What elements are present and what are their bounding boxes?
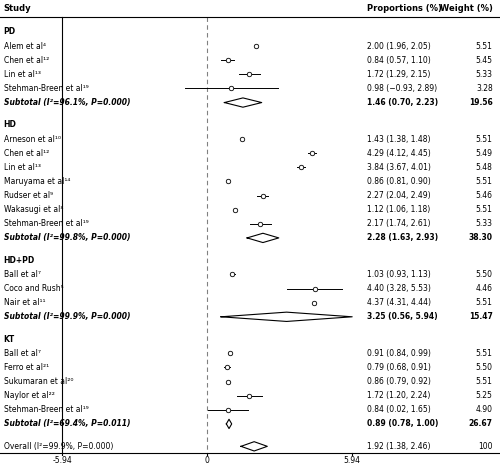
Text: 5.51: 5.51 (476, 177, 492, 186)
Text: 5.51: 5.51 (476, 205, 492, 214)
Text: 0.86 (0.79, 0.92): 0.86 (0.79, 0.92) (367, 377, 431, 386)
Text: 4.90: 4.90 (476, 405, 492, 414)
Text: PD: PD (4, 27, 16, 37)
Text: Rudser et al⁹: Rudser et al⁹ (4, 191, 53, 200)
Text: 5.33: 5.33 (476, 70, 492, 79)
Text: 26.67: 26.67 (468, 419, 492, 429)
Text: Arneson et al¹⁰: Arneson et al¹⁰ (4, 134, 60, 144)
Text: Stehman-Breen et al¹⁹: Stehman-Breen et al¹⁹ (4, 84, 88, 93)
Text: 5.94: 5.94 (344, 456, 360, 465)
Text: Nair et al¹¹: Nair et al¹¹ (4, 298, 45, 307)
Text: Subtotal (I²=99.9%, P=0.000): Subtotal (I²=99.9%, P=0.000) (4, 312, 130, 321)
Polygon shape (241, 442, 268, 451)
Text: 3.28: 3.28 (476, 84, 492, 93)
Text: 1.92 (1.38, 2.46): 1.92 (1.38, 2.46) (367, 442, 430, 451)
Text: 0.91 (0.84, 0.99): 0.91 (0.84, 0.99) (367, 349, 431, 358)
Text: 2.17 (1.74, 2.61): 2.17 (1.74, 2.61) (367, 219, 430, 228)
Text: 0.98 (−0.93, 2.89): 0.98 (−0.93, 2.89) (367, 84, 437, 93)
Text: 0.84 (0.02, 1.65): 0.84 (0.02, 1.65) (367, 405, 431, 414)
Text: Stehman-Breen et al¹⁹: Stehman-Breen et al¹⁹ (4, 219, 88, 228)
Text: Subtotal (I²=99.8%, P=0.000): Subtotal (I²=99.8%, P=0.000) (4, 234, 130, 243)
Text: 5.51: 5.51 (476, 377, 492, 386)
Text: 5.49: 5.49 (476, 149, 492, 158)
Text: -5.94: -5.94 (52, 456, 72, 465)
Text: Coco and Rush⁵: Coco and Rush⁵ (4, 284, 64, 293)
Text: Ferro et al²¹: Ferro et al²¹ (4, 363, 49, 372)
Polygon shape (226, 419, 232, 429)
Text: 2.27 (2.04, 2.49): 2.27 (2.04, 2.49) (367, 191, 430, 200)
Text: Ball et al⁷: Ball et al⁷ (4, 349, 40, 358)
Text: 0.86 (0.81, 0.90): 0.86 (0.81, 0.90) (367, 177, 431, 186)
Polygon shape (221, 312, 352, 321)
Text: Subtotal (I²=96.1%, P=0.000): Subtotal (I²=96.1%, P=0.000) (4, 98, 130, 107)
Polygon shape (224, 98, 262, 107)
Polygon shape (247, 233, 279, 243)
Text: 2.00 (1.96, 2.05): 2.00 (1.96, 2.05) (367, 41, 431, 51)
Text: 1.12 (1.06, 1.18): 1.12 (1.06, 1.18) (367, 205, 430, 214)
Text: 0.89 (0.78, 1.00): 0.89 (0.78, 1.00) (367, 419, 438, 429)
Text: 5.46: 5.46 (476, 191, 492, 200)
Text: 4.46: 4.46 (476, 284, 492, 293)
Text: Chen et al¹²: Chen et al¹² (4, 56, 49, 65)
Text: Stehman-Breen et al¹⁹: Stehman-Breen et al¹⁹ (4, 405, 88, 414)
Text: 0.84 (0.57, 1.10): 0.84 (0.57, 1.10) (367, 56, 431, 65)
Text: 1.46 (0.70, 2.23): 1.46 (0.70, 2.23) (367, 98, 438, 107)
Text: Lin et al¹³: Lin et al¹³ (4, 70, 40, 79)
Text: KT: KT (4, 335, 15, 344)
Text: 4.29 (4.12, 4.45): 4.29 (4.12, 4.45) (367, 149, 431, 158)
Text: Overall (I²=99.9%, P=0.000): Overall (I²=99.9%, P=0.000) (4, 442, 113, 451)
Text: 1.72 (1.29, 2.15): 1.72 (1.29, 2.15) (367, 70, 430, 79)
Text: 3.84 (3.67, 4.01): 3.84 (3.67, 4.01) (367, 163, 431, 172)
Text: 5.51: 5.51 (476, 41, 492, 51)
Text: 1.03 (0.93, 1.13): 1.03 (0.93, 1.13) (367, 270, 431, 279)
Text: 15.47: 15.47 (469, 312, 492, 321)
Text: Subtotal (I²=69.4%, P=0.011): Subtotal (I²=69.4%, P=0.011) (4, 419, 130, 429)
Text: HD: HD (4, 120, 16, 129)
Text: Wakasugi et al⁸: Wakasugi et al⁸ (4, 205, 63, 214)
Text: Proportions (%): Proportions (%) (367, 4, 442, 13)
Text: Sukumaran et al²⁰: Sukumaran et al²⁰ (4, 377, 73, 386)
Text: 5.50: 5.50 (476, 363, 492, 372)
Text: 3.25 (0.56, 5.94): 3.25 (0.56, 5.94) (367, 312, 438, 321)
Text: Chen et al¹²: Chen et al¹² (4, 149, 49, 158)
Text: 2.28 (1.63, 2.93): 2.28 (1.63, 2.93) (367, 234, 438, 243)
Text: 5.51: 5.51 (476, 349, 492, 358)
Text: 5.51: 5.51 (476, 134, 492, 144)
Text: 5.51: 5.51 (476, 298, 492, 307)
Text: 5.50: 5.50 (476, 270, 492, 279)
Text: 4.37 (4.31, 4.44): 4.37 (4.31, 4.44) (367, 298, 431, 307)
Text: 0.79 (0.68, 0.91): 0.79 (0.68, 0.91) (367, 363, 431, 372)
Text: Maruyama et al¹⁴: Maruyama et al¹⁴ (4, 177, 70, 186)
Text: 19.56: 19.56 (469, 98, 492, 107)
Text: Naylor et al²²: Naylor et al²² (4, 391, 54, 400)
Text: Weight (%): Weight (%) (440, 4, 492, 13)
Text: Alem et al⁴: Alem et al⁴ (4, 41, 45, 51)
Text: 5.48: 5.48 (476, 163, 492, 172)
Text: Ball et al⁷: Ball et al⁷ (4, 270, 40, 279)
Text: 5.25: 5.25 (476, 391, 492, 400)
Text: HD+PD: HD+PD (4, 256, 35, 265)
Text: 0: 0 (205, 456, 210, 465)
Text: 38.30: 38.30 (468, 234, 492, 243)
Text: Lin et al¹³: Lin et al¹³ (4, 163, 40, 172)
Text: 100: 100 (478, 442, 492, 451)
Text: 5.33: 5.33 (476, 219, 492, 228)
Text: 4.40 (3.28, 5.53): 4.40 (3.28, 5.53) (367, 284, 431, 293)
Text: 5.45: 5.45 (476, 56, 492, 65)
Text: Study: Study (4, 4, 32, 13)
Text: 1.72 (1.20, 2.24): 1.72 (1.20, 2.24) (367, 391, 430, 400)
Text: 1.43 (1.38, 1.48): 1.43 (1.38, 1.48) (367, 134, 430, 144)
